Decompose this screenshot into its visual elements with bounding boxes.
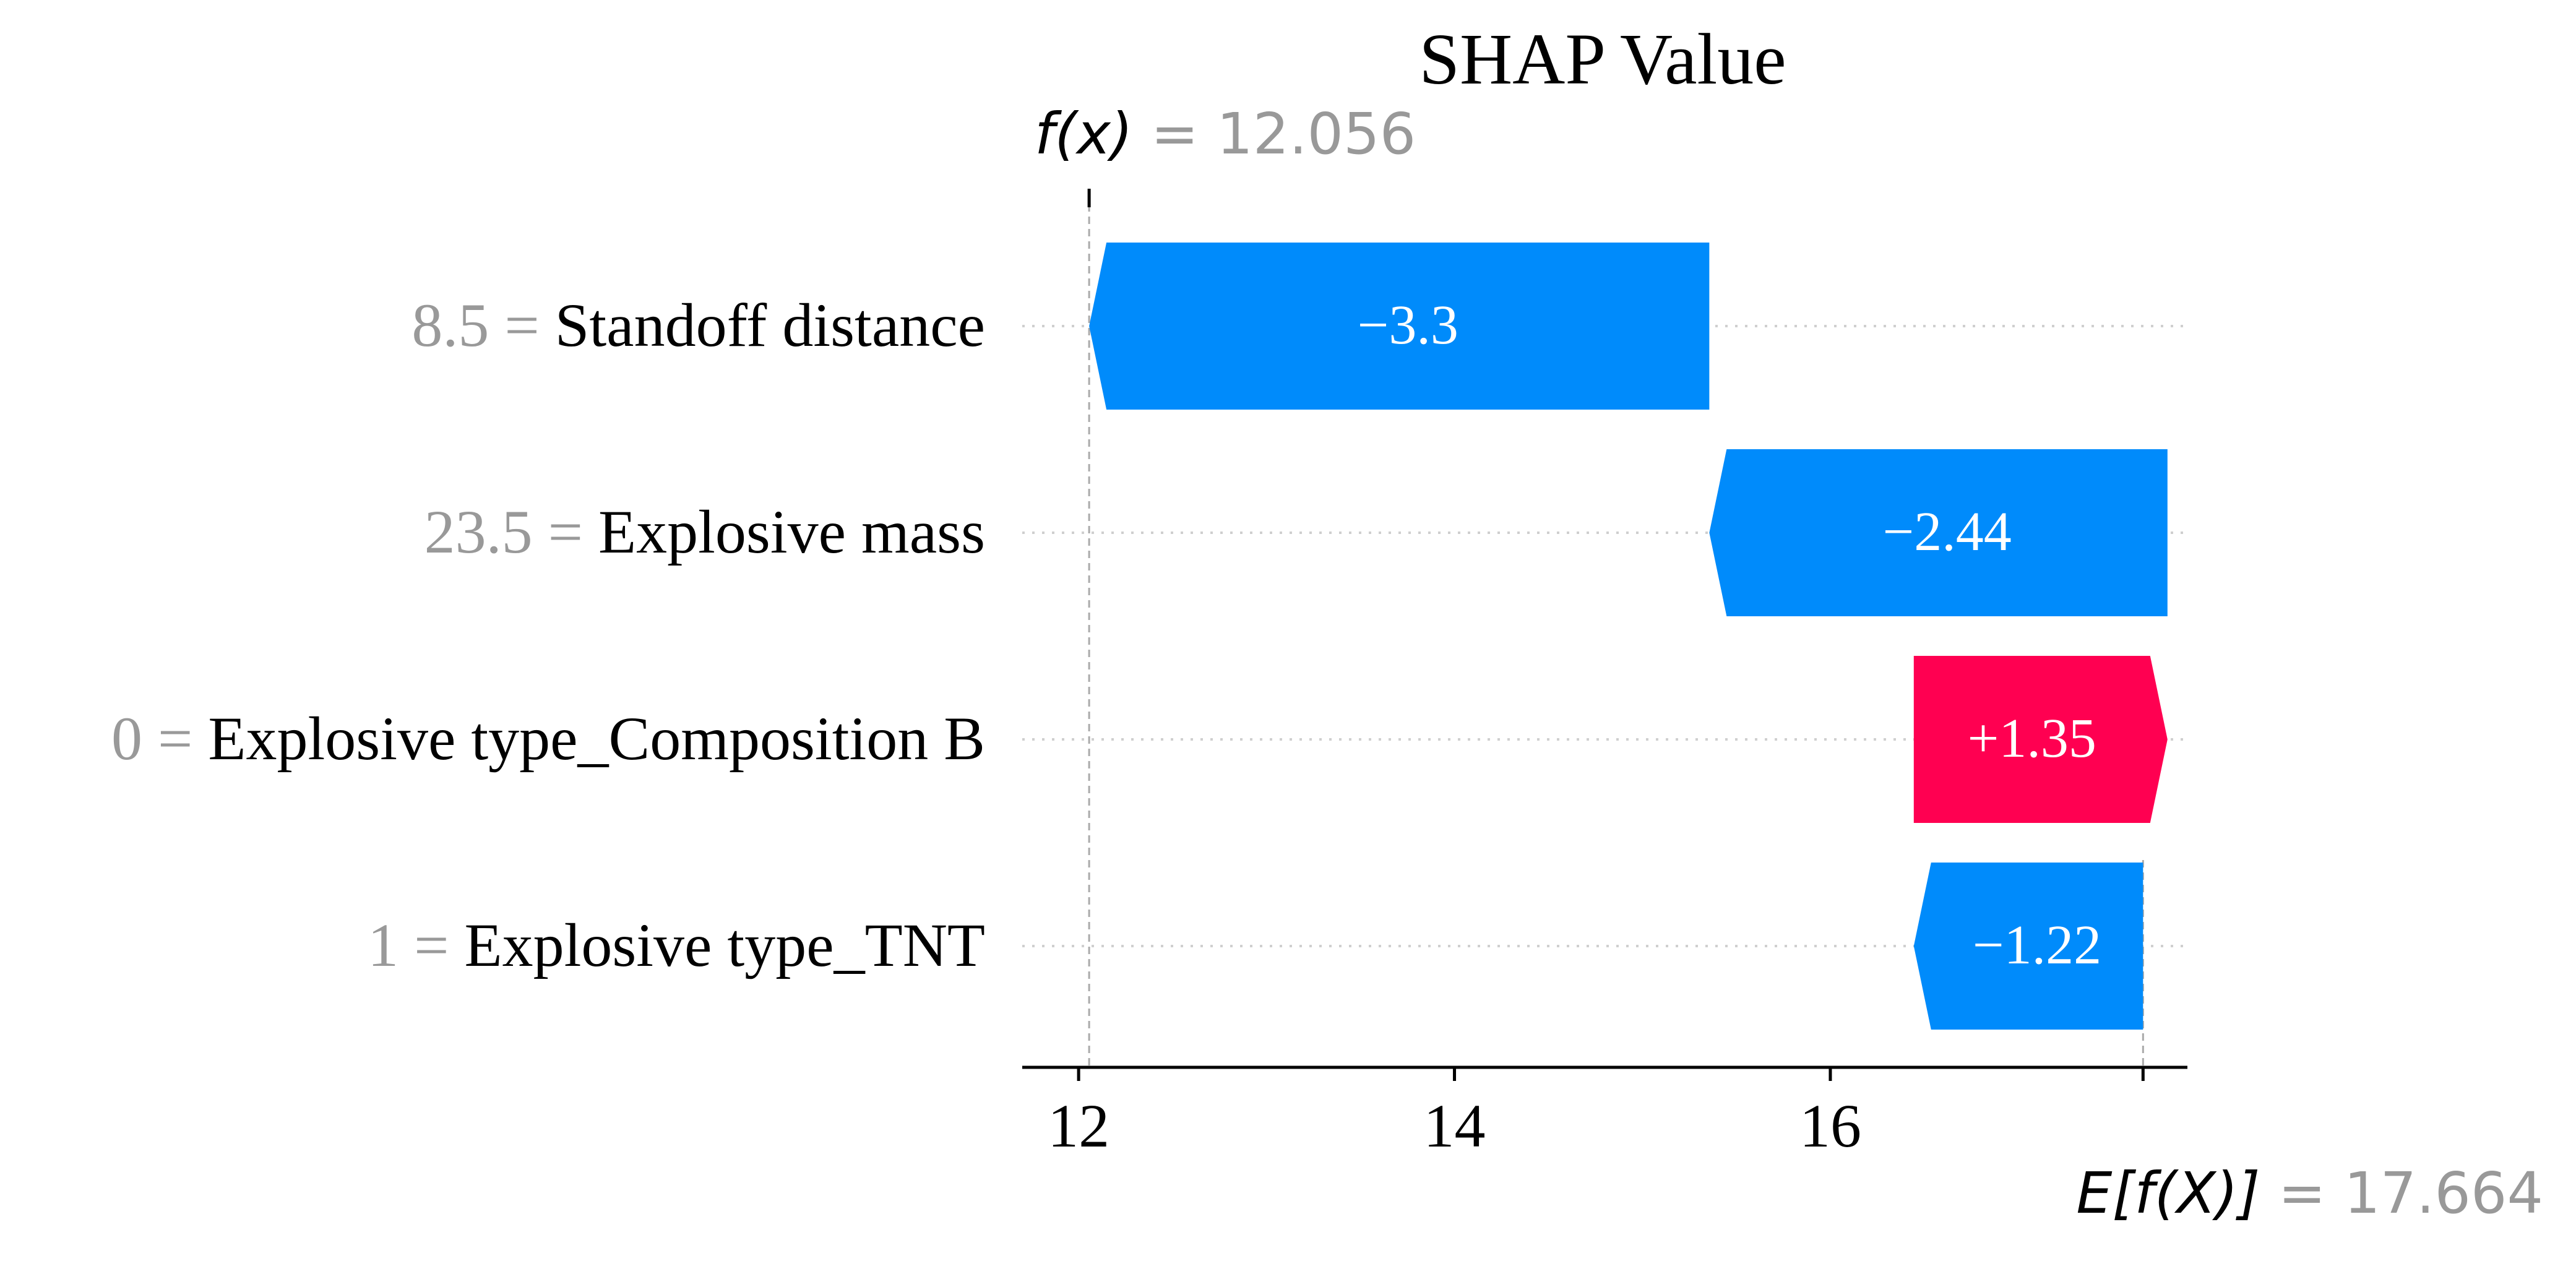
x-tick-label: 14 <box>1424 1091 1486 1160</box>
bar-positive <box>1913 656 2168 823</box>
base-symbol: E[f(X)] <box>2076 1160 2260 1226</box>
bar-value-label: −3.3 <box>1358 295 1458 356</box>
chart-title: SHAP Value <box>1419 19 1786 100</box>
row-gridlines <box>1022 325 2187 947</box>
bar-negative <box>1913 863 2143 1030</box>
bar-value-label: +1.35 <box>1968 708 2096 769</box>
bar-value-label: −2.44 <box>1882 501 2011 562</box>
feature-label: 8.5 = Standoff distance <box>411 291 985 359</box>
feature-label: 1 = Explosive type_TNT <box>368 911 985 979</box>
fx-symbol: f(x) <box>1035 101 1133 167</box>
feature-value: 1 = <box>368 911 464 979</box>
feature-name: Explosive type_Composition B <box>208 704 985 773</box>
bars-layer: −3.3 −2.44 +1.35 −1.22 <box>1089 243 2168 1030</box>
feature-label: 0 = Explosive type_Composition B <box>111 704 985 773</box>
base-text: E[f(X)] = 17.664 <box>2076 1160 2543 1226</box>
feature-name: Explosive type_TNT <box>464 911 985 979</box>
feature-label: 23.5 = Explosive mass <box>424 497 985 566</box>
base-value: = 17.664 <box>2260 1160 2543 1226</box>
fx-value: = 12.056 <box>1133 101 1416 167</box>
feature-name: Explosive mass <box>598 497 985 566</box>
x-tick-label: 12 <box>1048 1091 1109 1160</box>
feature-value: 8.5 = <box>411 291 554 359</box>
x-axis: 12 14 16 <box>1022 1065 2187 1160</box>
feature-value: 0 = <box>111 704 208 773</box>
feature-name: Standoff distance <box>555 291 985 359</box>
base-value-label: E[f(X)] = 17.664 <box>2076 1160 2543 1226</box>
bar-value-label: −1.22 <box>1973 915 2101 976</box>
feature-labels: 8.5 = Standoff distance 23.5 = Explosive … <box>111 291 985 979</box>
fx-text: f(x) = 12.056 <box>1035 101 1416 167</box>
x-tick-label: 16 <box>1799 1091 1861 1160</box>
bar-negative <box>1089 243 1710 410</box>
fx-label: f(x) = 12.056 <box>1035 101 1416 167</box>
bar-negative <box>1709 449 2168 616</box>
feature-value: 23.5 = <box>424 497 598 566</box>
